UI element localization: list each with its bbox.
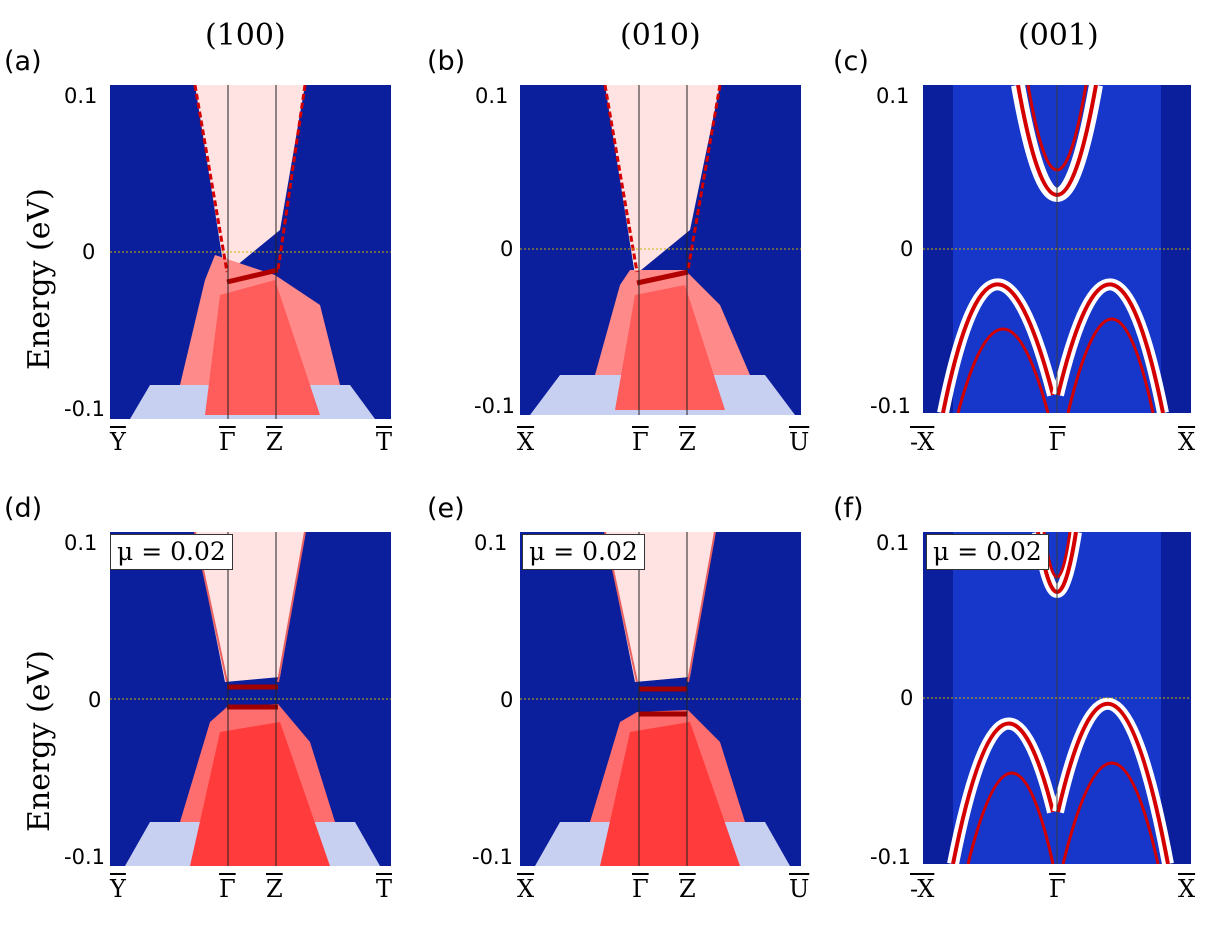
panel-label-a: (a) (4, 46, 42, 77)
panel-label-c: (c) (833, 46, 869, 77)
kpoint-label-y: Y (110, 428, 126, 456)
y-tick-top: 0.1 (876, 531, 910, 555)
kpoint-label-gamma: Γ (1049, 428, 1066, 456)
column-title-001: (001) (1018, 18, 1099, 53)
y-tick-bottom: -0.1 (870, 394, 911, 418)
kpoint-label-gamma: Γ (632, 875, 649, 903)
y-tick-zero: 0 (900, 686, 914, 710)
y-tick-bottom: -0.1 (64, 397, 105, 421)
heatmap-panel-c (923, 85, 1191, 413)
valence-core (190, 722, 330, 866)
panel-label-b: (b) (427, 46, 466, 77)
kpoint-label-z: Z (679, 428, 696, 456)
panel-label-e: (e) (427, 493, 465, 524)
kpoint-label-minus-x: -X (910, 875, 935, 903)
y-axis-label-bottom: Energy (eV) (22, 650, 57, 832)
valence-band-left-2 (956, 327, 1050, 413)
surface-state-left (193, 85, 229, 273)
kpoint-label-t: T (376, 875, 393, 903)
kpoint-label-gamma: Γ (632, 428, 649, 456)
y-tick-zero: 0 (88, 688, 102, 712)
kpoint-label-gamma: Γ (219, 428, 236, 456)
y-tick-top: 0.1 (64, 531, 98, 555)
y-tick-bottom: -0.1 (472, 845, 513, 869)
y-tick-top: 0.1 (64, 84, 98, 108)
y-tick-bottom: -0.1 (64, 845, 105, 869)
kpoint-label-z: Z (266, 875, 283, 903)
kpoint-label-y: Y (110, 875, 126, 903)
panel-label-d: (d) (4, 493, 43, 524)
valence-band-left (941, 282, 1055, 413)
y-tick-top: 0.1 (474, 531, 508, 555)
kpoint-label-z: Z (679, 875, 696, 903)
y-tick-top: 0.1 (876, 84, 910, 108)
y-tick-zero: 0 (500, 688, 514, 712)
surface-state-right (686, 85, 722, 271)
kpoint-label-gamma: Γ (219, 875, 236, 903)
valence-band-right (1056, 702, 1170, 864)
valence-band-left-2 (966, 771, 1055, 864)
heatmap-panel-d (110, 532, 391, 866)
kpoint-label-x: X (1178, 428, 1196, 456)
conduction-continuum (195, 85, 305, 275)
valence-band-right (1056, 282, 1165, 413)
valence-core (205, 280, 320, 415)
y-tick-top: 0.1 (475, 84, 509, 108)
valence-band-right-2 (1066, 317, 1155, 413)
kpoint-label-x: X (517, 428, 535, 456)
surface-arc (226, 267, 279, 285)
heatmap-panel-a (110, 85, 391, 419)
column-title-100: (100) (205, 18, 286, 53)
surface-state-left (603, 85, 639, 273)
heatmap-panel-e (520, 532, 801, 866)
valence-band-left (951, 721, 1055, 864)
y-tick-bottom: -0.1 (870, 845, 911, 869)
surface-arc (636, 269, 689, 286)
valence-core (600, 722, 740, 866)
mu-label-f: μ = 0.02 (926, 534, 1049, 570)
kpoint-label-minus-x: -X (910, 428, 935, 456)
kpoint-label-gamma: Γ (1049, 875, 1066, 903)
y-tick-zero: 0 (500, 237, 514, 261)
surface-state-right (687, 532, 716, 683)
kpoint-label-u: U (789, 875, 810, 903)
mu-label-e: μ = 0.02 (522, 534, 645, 570)
kpoint-label-t: T (376, 428, 393, 456)
column-title-010: (010) (620, 18, 701, 53)
conduction-continuum (605, 85, 720, 275)
mu-label-d: μ = 0.02 (110, 534, 233, 570)
surface-state-right (276, 85, 307, 271)
y-axis-label-top: Energy (eV) (22, 188, 57, 370)
kpoint-label-z: Z (266, 428, 283, 456)
y-tick-zero: 0 (82, 240, 96, 264)
valence-band-right-2 (1061, 761, 1160, 864)
valence-core (615, 285, 725, 410)
surface-state-right (277, 532, 306, 683)
kpoint-label-x: X (1178, 875, 1196, 903)
y-tick-zero: 0 (900, 237, 914, 261)
heatmap-panel-f (923, 532, 1191, 864)
panel-label-f: (f) (833, 493, 864, 524)
heatmap-panel-b (520, 85, 801, 415)
y-tick-bottom: -0.1 (474, 394, 515, 418)
kpoint-label-u: U (789, 428, 810, 456)
kpoint-label-x: X (517, 875, 535, 903)
